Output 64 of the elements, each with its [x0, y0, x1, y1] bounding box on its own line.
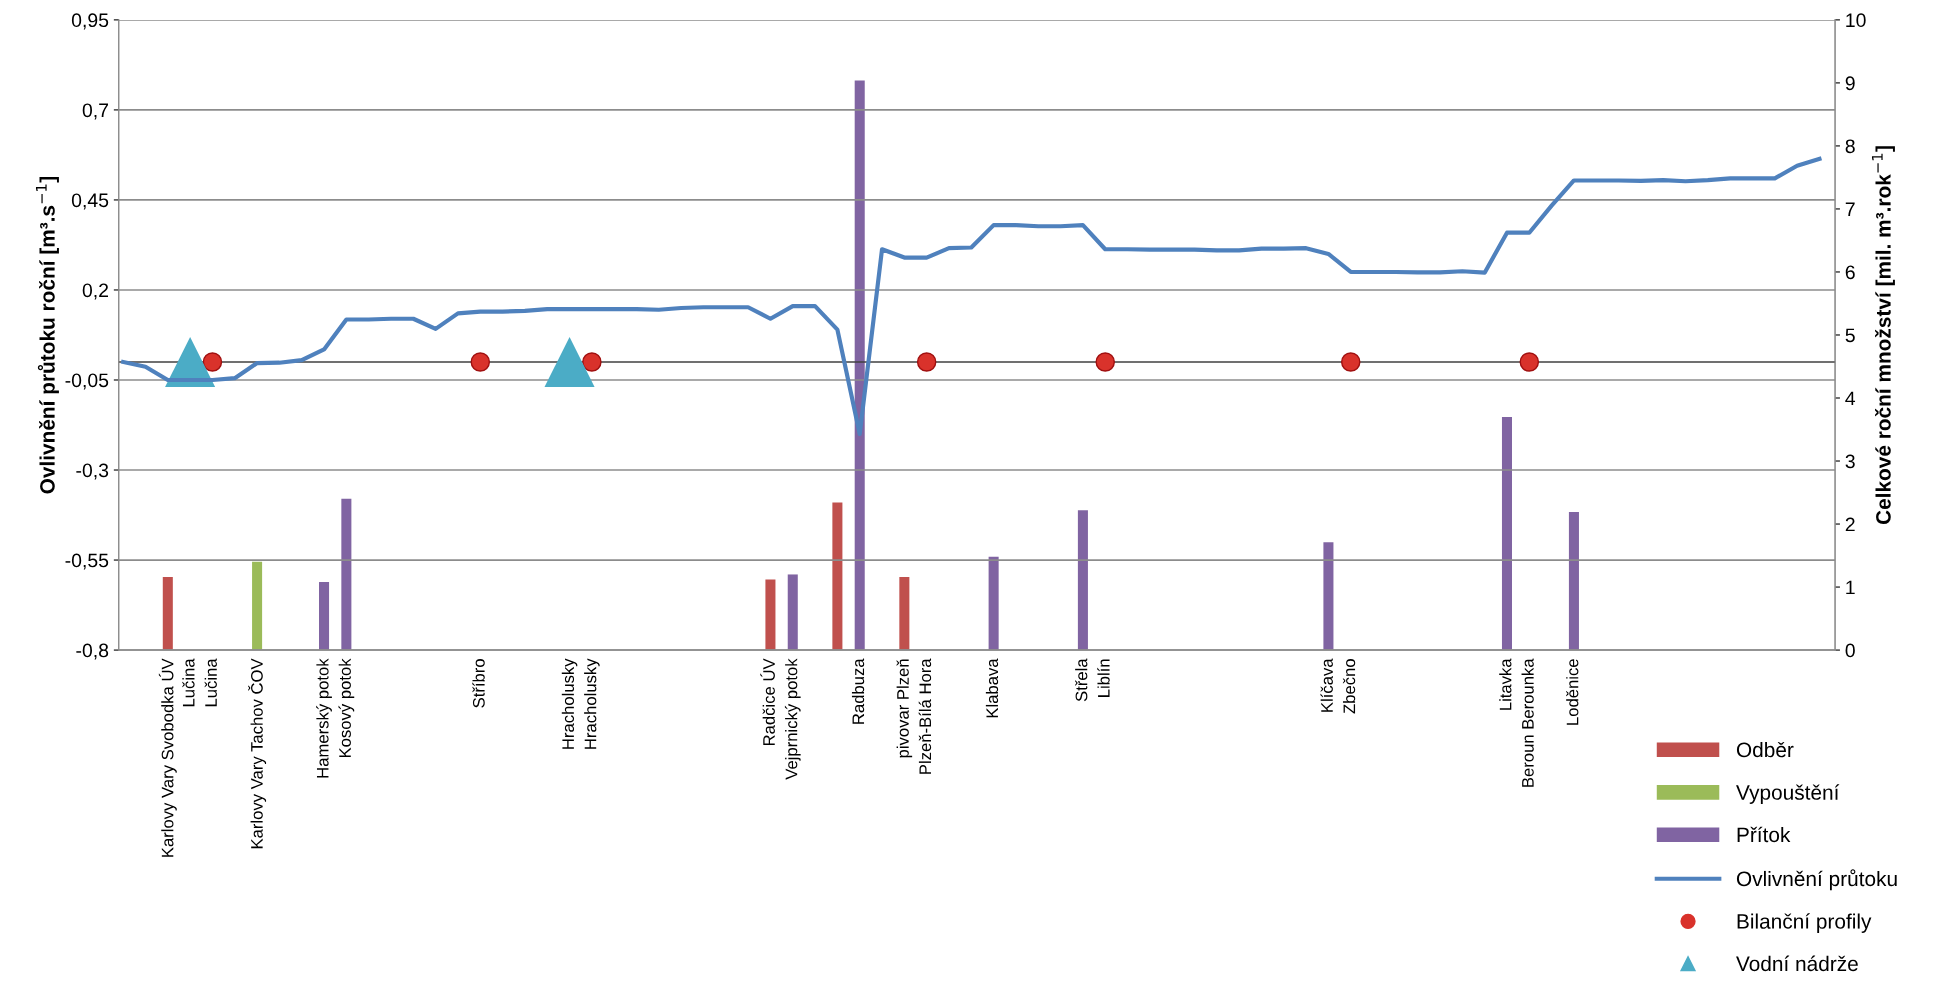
y2-tick-label: 4 — [1845, 391, 1856, 406]
x-tick-label: Hamerský potok — [316, 658, 332, 778]
y2-tick-label: 3 — [1845, 454, 1855, 469]
bar — [1568, 512, 1579, 651]
x-tick-label: Lučina — [182, 658, 195, 707]
legend-label: Vodní nádrže — [1736, 955, 1858, 972]
x-tick-label: Karlovy Vary Svobodka ÚV — [158, 658, 177, 857]
bar — [988, 556, 999, 651]
x-tick-label: Liblín — [1097, 659, 1110, 697]
bar — [832, 502, 843, 651]
x-tick-label: Beroun Berounka — [1521, 658, 1534, 787]
y-tick-label: -0,3 — [76, 463, 109, 480]
legend-label: Bilanční profily — [1737, 913, 1872, 933]
bar — [1501, 416, 1512, 651]
y-tick-label: -0,05 — [65, 373, 109, 390]
y2-tick-label: 7 — [1845, 202, 1855, 216]
x-tick-label: Plzeň-Bílá Hora — [918, 658, 932, 774]
y2-tick-label: 0 — [1845, 643, 1855, 658]
bar — [765, 579, 776, 651]
bar — [1077, 510, 1088, 651]
bar — [341, 498, 352, 651]
x-tick-label: Lučina — [204, 658, 217, 707]
y2-axis-title: Celkové roční množství [mil. m³.rok$^{−1}$] — [1871, 146, 1895, 525]
x-tick-label: Kosový potok — [338, 658, 355, 758]
x-tick-label: Stříbro — [472, 659, 485, 708]
y2-tick-label: 1 — [1846, 580, 1855, 595]
y2-tick-label: 5 — [1845, 328, 1855, 343]
x-tick-label: Litavka — [1499, 658, 1512, 710]
y2-tick-label: 9 — [1845, 76, 1855, 91]
y2-tick-label: 8 — [1845, 139, 1855, 154]
y-axis-title: Ovlivnění průtoku roční [m³.s$^{−1}$] — [35, 176, 59, 494]
legend-label: Vypouštění — [1736, 784, 1840, 804]
y-tick-label: 0,7 — [82, 103, 109, 120]
x-tick-label: Klíčava — [1320, 658, 1333, 712]
x-tick-label: Zbečno — [1342, 659, 1356, 714]
x-tick-label: Střela — [1075, 658, 1088, 702]
x-tick-label: Radbuza — [851, 658, 865, 724]
bar — [787, 574, 798, 651]
legend-label: Přítok — [1737, 826, 1791, 843]
bar — [899, 576, 910, 651]
legend-label: Odběr — [1736, 741, 1794, 758]
legend-label: Ovlivnění průtoku — [1736, 869, 1897, 891]
y2-tick-label: 2 — [1845, 517, 1855, 532]
bar — [252, 561, 263, 651]
x-tick-label: Hracholusky — [561, 658, 578, 749]
x-tick-label: Klabava — [985, 658, 999, 718]
x-tick-label: pivovar Plzeň — [896, 659, 913, 758]
y-tick-label: 0,45 — [71, 193, 109, 210]
bar — [319, 582, 330, 651]
y2-tick-label: 10 — [1846, 13, 1866, 28]
y-tick-label: 0,2 — [82, 283, 109, 300]
x-tick-label: Radčice ÚV — [760, 658, 775, 746]
y2-tick-label: 6 — [1845, 265, 1855, 280]
x-tick-label: Karlovy Vary Tachov ČOV — [248, 658, 267, 849]
line-series — [121, 156, 1822, 437]
x-tick-label: Hracholusky — [584, 658, 600, 749]
x-tick-label: Vejprnický potok — [784, 658, 801, 780]
y-tick-label: 0,95 — [71, 13, 109, 30]
bar — [162, 576, 173, 651]
bar — [854, 80, 865, 651]
bar — [1323, 542, 1334, 651]
x-tick-label: Loděnice — [1566, 659, 1579, 725]
y-tick-label: -0,55 — [65, 553, 109, 570]
y-tick-label: -0,8 — [76, 643, 109, 660]
